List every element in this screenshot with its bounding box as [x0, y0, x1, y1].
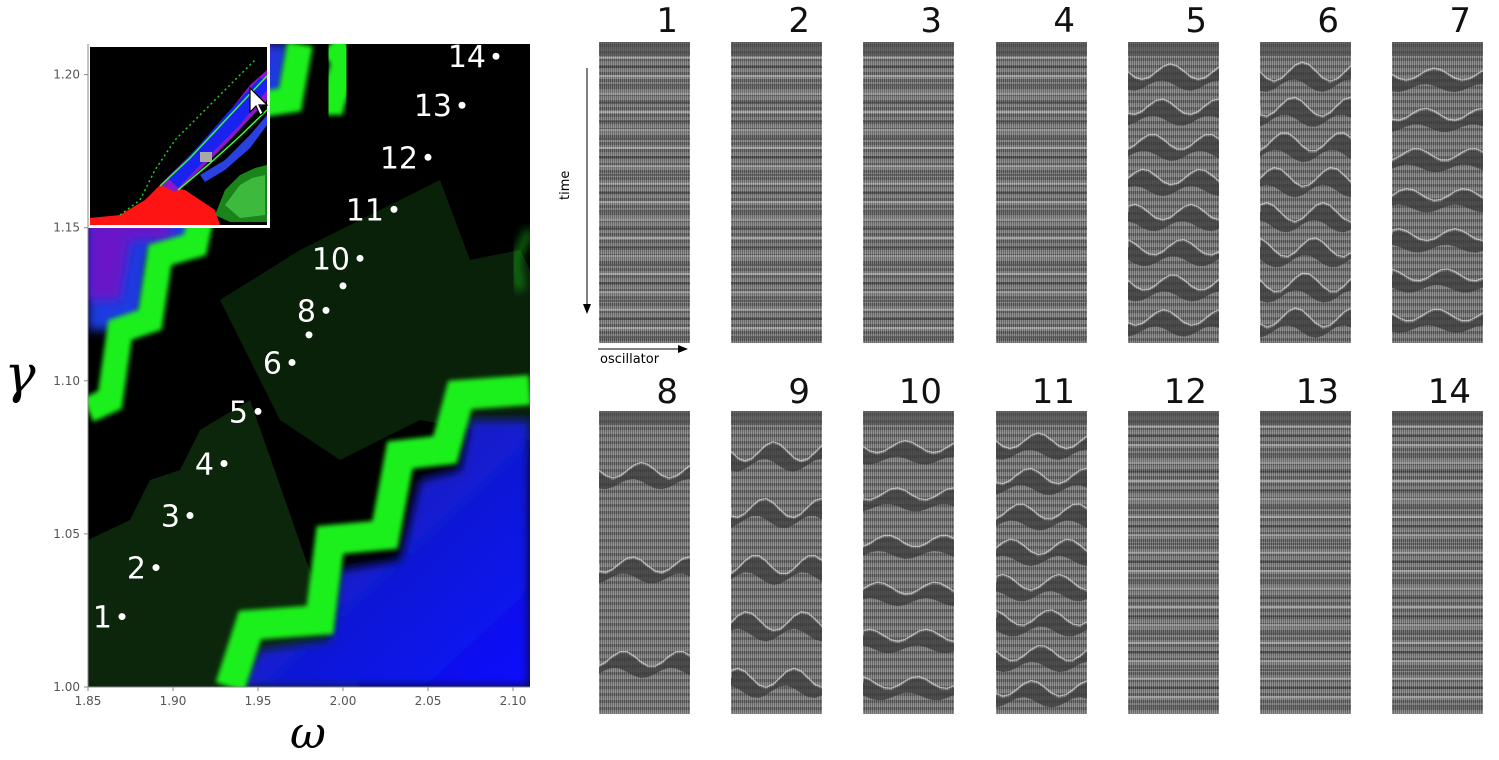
panel-pattern	[863, 411, 954, 701]
cursor-arrow-icon	[249, 86, 269, 116]
inset-image	[87, 44, 270, 228]
space-time-panel	[996, 411, 1087, 714]
panel-number: 11	[1031, 372, 1075, 412]
panel-number: 7	[1449, 1, 1471, 41]
space-time-panel	[1260, 42, 1351, 343]
space-time-panel	[599, 42, 690, 343]
parameter-point-label: 4	[195, 447, 214, 482]
x-tick-label: 2.05	[415, 694, 442, 708]
x-tick-label: 2.10	[500, 694, 527, 708]
panel-pattern	[1128, 42, 1219, 337]
y-axis-label: γ	[4, 345, 36, 405]
parameter-point	[356, 254, 364, 262]
parameter-point	[220, 459, 228, 467]
parameter-point-label: 3	[161, 500, 180, 535]
parameter-point	[424, 153, 432, 161]
space-time-panel	[731, 411, 822, 714]
parameter-point-label: 10	[312, 242, 350, 277]
panel-pattern	[599, 42, 690, 338]
panel-number: 9	[788, 372, 810, 412]
parameter-point-label: 11	[346, 193, 384, 228]
space-time-panel	[599, 411, 690, 714]
parameter-point-label: 13	[414, 89, 452, 124]
oscillator-label: oscillator	[600, 352, 660, 367]
parameter-point	[186, 512, 194, 520]
panel-pattern	[863, 42, 954, 338]
phase-diagram: 1.85 1.90 1.95 2.00 2.05 2.10 1.00 1.05 1.10 1.1…	[4, 40, 530, 759]
panel-pattern	[731, 42, 822, 338]
parameter-point-label: 12	[380, 141, 418, 176]
space-time-panel	[996, 42, 1087, 343]
panel-pattern	[1392, 411, 1483, 707]
parameter-point-label: 14	[448, 40, 486, 75]
time-arrow-head	[583, 304, 591, 314]
time-label: time	[558, 170, 573, 200]
panel-number: 4	[1053, 1, 1075, 41]
space-time-panel	[1392, 411, 1483, 714]
panel-pattern	[996, 42, 1087, 338]
panel-pattern	[1128, 411, 1219, 707]
parameter-point-label: 5	[229, 395, 248, 430]
panel-pattern	[731, 411, 822, 698]
oscillator-arrow-head	[678, 345, 688, 353]
parameter-point-label: 6	[263, 346, 282, 381]
panel-number: 3	[920, 1, 942, 41]
y-ticks: 1.00 1.05 1.10 1.15 1.20	[53, 68, 88, 694]
panel-number: 2	[788, 1, 810, 41]
x-tick-label: 1.90	[160, 694, 187, 708]
panel-pattern	[1260, 42, 1351, 338]
panel-number: 5	[1185, 1, 1207, 41]
panel-number: 14	[1427, 372, 1471, 412]
x-tick-label: 1.95	[245, 694, 272, 708]
panel-pattern	[996, 411, 1087, 708]
parameter-point	[118, 613, 126, 621]
parameter-point	[339, 282, 347, 290]
space-time-panel	[1260, 411, 1351, 714]
parameter-point	[390, 205, 398, 213]
parameter-point	[305, 331, 313, 339]
panel-number: 10	[898, 372, 942, 412]
parameter-point	[254, 407, 262, 415]
panel-pattern	[1260, 411, 1351, 707]
panel-pattern	[599, 411, 690, 678]
panel-number: 13	[1295, 372, 1339, 412]
parameter-point	[458, 101, 466, 109]
y-tick-label: 1.20	[53, 68, 80, 82]
panel-number: 8	[656, 372, 678, 412]
space-time-panel	[863, 42, 954, 343]
space-time-panel	[1128, 411, 1219, 714]
time-oscillator-axes	[583, 68, 688, 353]
space-time-panel	[1128, 42, 1219, 343]
y-tick-label: 1.15	[53, 221, 80, 235]
space-time-panel	[731, 42, 822, 343]
parameter-point	[322, 306, 330, 314]
space-time-panel	[863, 411, 954, 714]
y-tick-label: 1.10	[53, 374, 80, 388]
parameter-point	[152, 564, 160, 572]
x-tick-label: 2.00	[330, 694, 357, 708]
panel-number: 12	[1163, 372, 1207, 412]
panel-number: 6	[1317, 1, 1339, 41]
parameter-point	[288, 358, 296, 366]
parameter-point	[492, 52, 500, 60]
x-axis-label: ω	[290, 708, 326, 759]
space-time-panel	[1392, 42, 1483, 343]
panel-pattern	[1392, 42, 1483, 333]
parameter-point-label: 2	[127, 552, 146, 587]
parameter-point-label: 1	[93, 601, 112, 636]
y-tick-label: 1.05	[53, 527, 80, 541]
parameter-point-label: 8	[297, 294, 316, 329]
x-ticks: 1.85 1.90 1.95 2.00 2.05 2.10	[75, 687, 527, 708]
panel-number: 1	[656, 1, 678, 41]
x-tick-label: 1.85	[75, 694, 102, 708]
y-tick-label: 1.00	[53, 680, 80, 694]
